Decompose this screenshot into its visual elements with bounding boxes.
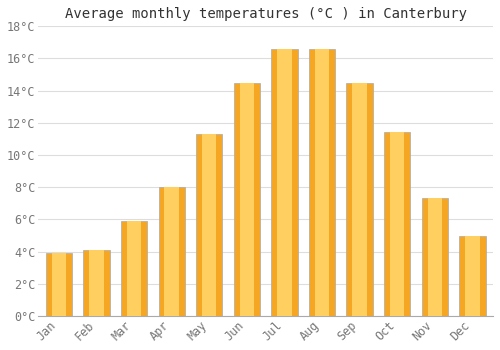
Bar xyxy=(272,49,297,316)
Bar xyxy=(315,49,330,316)
Bar xyxy=(277,49,291,316)
Bar xyxy=(46,253,72,316)
Bar xyxy=(164,187,179,316)
Bar xyxy=(121,221,147,316)
Bar xyxy=(196,134,222,316)
Bar xyxy=(202,134,216,316)
Title: Average monthly temperatures (°C ) in Canterbury: Average monthly temperatures (°C ) in Ca… xyxy=(64,7,466,21)
Bar xyxy=(390,133,404,316)
Bar xyxy=(158,187,185,316)
Bar xyxy=(428,198,442,316)
Bar xyxy=(465,236,479,316)
Bar xyxy=(52,253,66,316)
Bar xyxy=(384,133,410,316)
Bar xyxy=(352,83,367,316)
Bar xyxy=(234,83,260,316)
Bar xyxy=(309,49,335,316)
Bar xyxy=(422,198,448,316)
Bar xyxy=(346,83,373,316)
Bar xyxy=(240,83,254,316)
Bar xyxy=(90,250,104,316)
Bar xyxy=(127,221,142,316)
Bar xyxy=(84,250,110,316)
Bar xyxy=(459,236,485,316)
